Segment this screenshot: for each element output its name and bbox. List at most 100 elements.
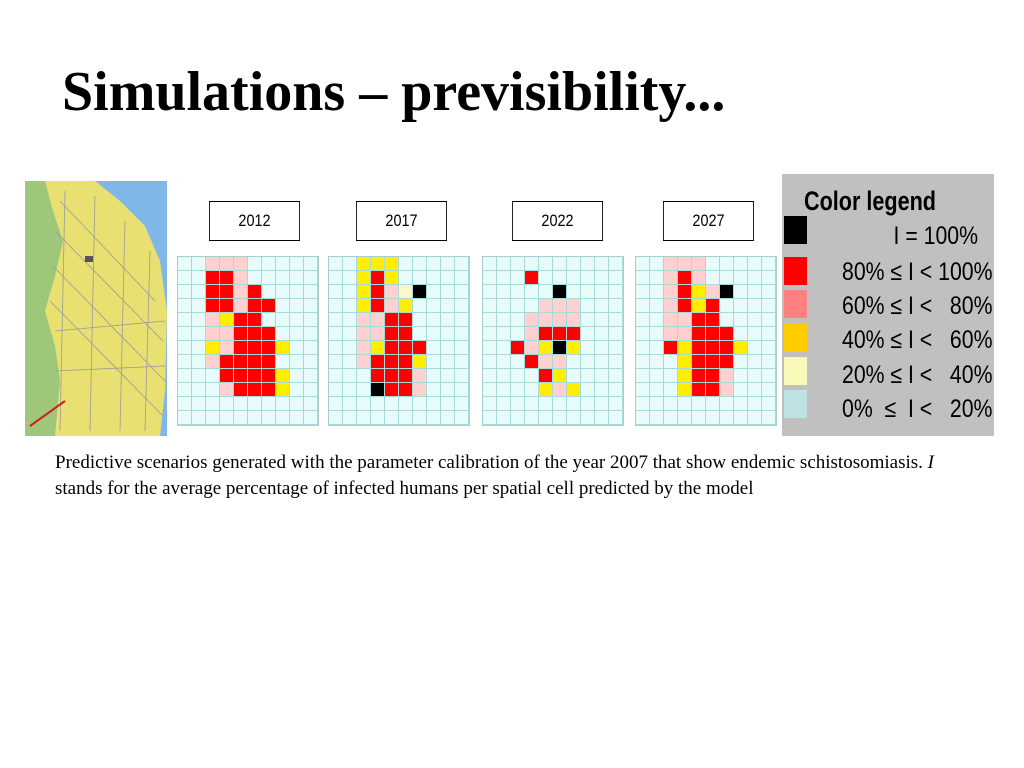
grid-cell xyxy=(413,271,427,285)
grid-cell xyxy=(206,327,220,341)
legend-swatch-80-100 xyxy=(784,257,807,285)
grid-cell xyxy=(664,299,678,313)
simulation-grid-2 xyxy=(482,256,624,426)
grid-cell xyxy=(664,411,678,425)
grid-cell xyxy=(385,327,399,341)
grid-cell xyxy=(748,285,762,299)
grid-cell xyxy=(567,271,581,285)
grid-cell xyxy=(609,257,623,271)
grid-cell xyxy=(595,299,609,313)
grid-cell xyxy=(399,383,413,397)
grid-cell xyxy=(290,271,304,285)
grid-cell xyxy=(706,397,720,411)
grid-cell xyxy=(595,341,609,355)
grid-cell xyxy=(290,299,304,313)
grid-cell xyxy=(329,299,343,313)
grid-cell xyxy=(483,397,497,411)
grid-cell xyxy=(567,369,581,383)
grid-cell xyxy=(720,327,734,341)
grid-cell xyxy=(220,313,234,327)
grid-cell xyxy=(234,257,248,271)
grid-cell xyxy=(581,285,595,299)
grid-cell xyxy=(483,369,497,383)
grid-cell xyxy=(234,313,248,327)
grid-cell xyxy=(581,313,595,327)
grid-cell xyxy=(371,327,385,341)
grid-cell xyxy=(650,271,664,285)
grid-cell xyxy=(553,285,567,299)
grid-cell xyxy=(609,271,623,285)
simulation-grid-1 xyxy=(328,256,470,426)
grid-cell xyxy=(357,383,371,397)
grid-cell xyxy=(178,383,192,397)
grid-cell xyxy=(248,257,262,271)
grid-cell xyxy=(234,411,248,425)
legend-label-0-20: 0% ≤ I < 20% xyxy=(842,395,993,423)
grid-cell xyxy=(206,257,220,271)
grid-cell xyxy=(567,411,581,425)
grid-cell xyxy=(609,327,623,341)
grid-cell xyxy=(636,411,650,425)
grid-cell xyxy=(399,355,413,369)
grid-cell xyxy=(511,411,525,425)
grid-cell xyxy=(413,299,427,313)
grid-cell xyxy=(413,383,427,397)
grid-cell xyxy=(567,257,581,271)
grid-cell xyxy=(371,383,385,397)
grid-cell xyxy=(385,257,399,271)
grid-cell xyxy=(413,397,427,411)
grid-cell xyxy=(276,355,290,369)
grid-cell xyxy=(220,341,234,355)
grid-cell xyxy=(357,397,371,411)
grid-cell xyxy=(567,327,581,341)
grid-cell xyxy=(329,313,343,327)
grid-cell xyxy=(678,271,692,285)
grid-cell xyxy=(220,411,234,425)
grid-cell xyxy=(262,369,276,383)
grid-cell xyxy=(178,285,192,299)
grid-cell xyxy=(248,271,262,285)
grid-cell xyxy=(511,327,525,341)
grid-cell xyxy=(290,341,304,355)
grid-cell xyxy=(413,341,427,355)
grid-cell xyxy=(290,411,304,425)
grid-cell xyxy=(234,271,248,285)
grid-cell xyxy=(357,369,371,383)
grid-cell xyxy=(413,327,427,341)
grid-cell xyxy=(497,285,511,299)
grid-cell xyxy=(290,369,304,383)
grid-cell xyxy=(178,411,192,425)
grid-cell xyxy=(178,397,192,411)
grid-cell xyxy=(427,285,441,299)
grid-cell xyxy=(692,271,706,285)
grid-cell xyxy=(650,411,664,425)
grid-cell xyxy=(539,397,553,411)
grid-cell xyxy=(371,369,385,383)
grid-cell xyxy=(650,327,664,341)
grid-cell xyxy=(581,383,595,397)
grid-cell xyxy=(748,271,762,285)
grid-cell xyxy=(276,341,290,355)
grid-cell xyxy=(553,271,567,285)
grid-cell xyxy=(525,383,539,397)
grid-cell xyxy=(483,285,497,299)
grid-cell xyxy=(497,257,511,271)
grid-cell xyxy=(427,355,441,369)
grid-cell xyxy=(304,285,318,299)
grid-cell xyxy=(399,257,413,271)
grid-cell xyxy=(399,285,413,299)
grid-cell xyxy=(567,341,581,355)
grid-cell xyxy=(343,327,357,341)
grid-cell xyxy=(206,285,220,299)
grid-cell xyxy=(329,327,343,341)
legend-label-80-100: 80% ≤ I < 100% xyxy=(842,258,993,286)
grid-cell xyxy=(525,341,539,355)
grid-cell xyxy=(650,397,664,411)
grid-cell xyxy=(304,271,318,285)
grid-cell xyxy=(329,257,343,271)
grid-cell xyxy=(385,397,399,411)
grid-cell xyxy=(525,355,539,369)
grid-cell xyxy=(304,369,318,383)
grid-cell xyxy=(692,397,706,411)
grid-cell xyxy=(357,327,371,341)
